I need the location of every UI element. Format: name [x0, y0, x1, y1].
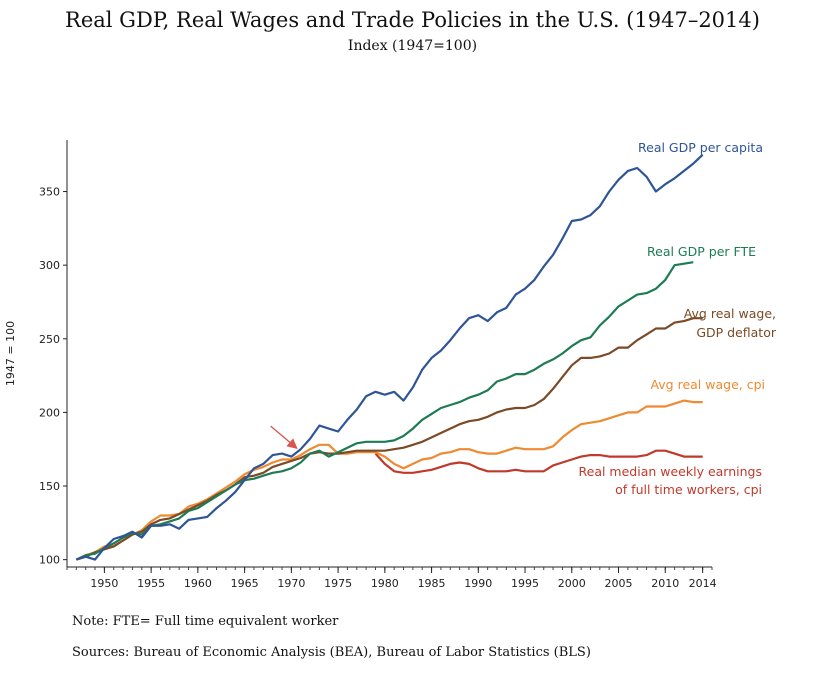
- series-label: GDP deflator: [696, 325, 777, 340]
- series-label: Real median weekly earnings: [579, 464, 762, 479]
- x-tick-label: 1970: [277, 577, 305, 590]
- series-label: Avg real wage, cpi: [650, 377, 765, 392]
- x-tick-label: 1960: [184, 577, 212, 590]
- y-tick-label: 100: [39, 554, 60, 567]
- y-tick-label: 300: [39, 259, 60, 272]
- x-tick-label: 1965: [231, 577, 259, 590]
- series-line: [75, 153, 704, 561]
- series-line: [374, 449, 703, 474]
- series-label: Real GDP per FTE: [647, 244, 756, 259]
- y-tick-label: 250: [39, 333, 60, 346]
- note-fte: Note: FTE= Full time equivalent worker: [72, 614, 339, 629]
- x-tick-label: 1955: [137, 577, 165, 590]
- x-tick-label: 1995: [511, 577, 539, 590]
- series-label: Real GDP per capita: [638, 140, 763, 155]
- x-tick-label: 1985: [418, 577, 446, 590]
- series-label: of full time workers, cpi: [615, 482, 762, 497]
- x-tick-label: 2000: [558, 577, 586, 590]
- x-tick-label: 1975: [324, 577, 352, 590]
- x-tick-label: 1980: [371, 577, 399, 590]
- note-sources: Sources: Bureau of Economic Analysis (BE…: [72, 645, 591, 660]
- series-line: [75, 399, 703, 561]
- x-tick-label: 1990: [464, 577, 492, 590]
- series-label: Avg real wage,: [684, 306, 776, 321]
- series-line: [75, 261, 694, 561]
- y-tick-label: 200: [39, 406, 60, 419]
- chart-title: Real GDP, Real Wages and Trade Policies …: [65, 8, 760, 32]
- x-tick-label: 2010: [651, 577, 679, 590]
- x-tick-label: 2005: [605, 577, 633, 590]
- y-tick-label: 150: [39, 480, 60, 493]
- y-axis-title: 1947 = 100: [4, 321, 17, 386]
- x-tick-label: 1950: [90, 577, 118, 590]
- annotation-arrow: [270, 425, 298, 449]
- x-tick-label: 2014: [689, 577, 717, 590]
- y-tick-label: 350: [39, 186, 60, 199]
- chart-subtitle: Index (1947=100): [347, 38, 478, 54]
- series-line: [75, 317, 703, 561]
